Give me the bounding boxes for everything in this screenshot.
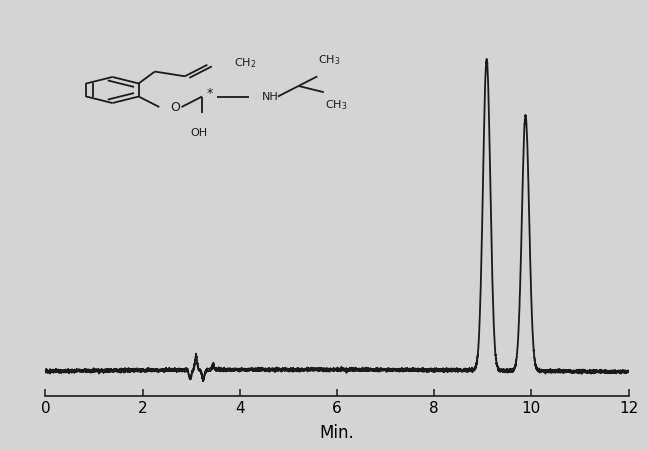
Text: CH$_3$: CH$_3$ — [325, 98, 347, 112]
X-axis label: Min.: Min. — [319, 424, 354, 442]
Text: NH: NH — [262, 91, 279, 102]
Text: OH: OH — [191, 128, 208, 138]
Text: CH$_2$: CH$_2$ — [234, 56, 256, 70]
Text: CH$_3$: CH$_3$ — [318, 53, 341, 67]
Text: *: * — [207, 87, 213, 100]
Text: O: O — [170, 100, 179, 113]
